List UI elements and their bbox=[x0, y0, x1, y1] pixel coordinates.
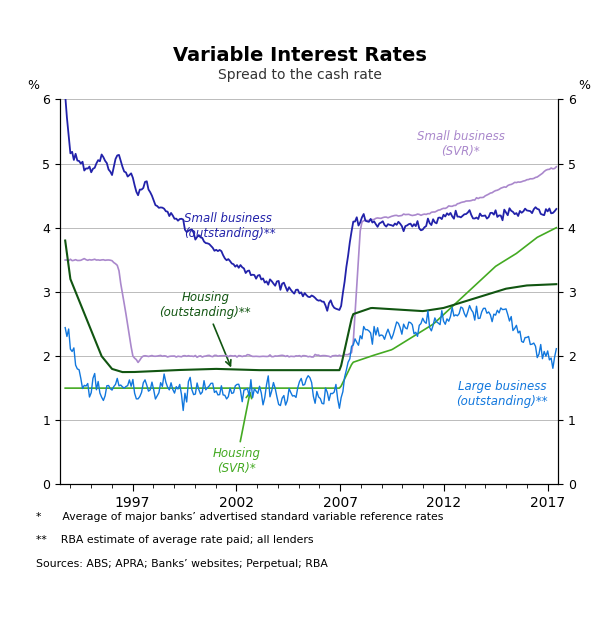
Text: **    RBA estimate of average rate paid; all lenders: ** RBA estimate of average rate paid; al… bbox=[36, 535, 314, 545]
Text: %: % bbox=[28, 79, 40, 92]
Text: Housing
(SVR)*: Housing (SVR)* bbox=[212, 392, 260, 475]
Text: Small business
(SVR)*: Small business (SVR)* bbox=[416, 130, 505, 158]
Text: Variable Interest Rates: Variable Interest Rates bbox=[173, 46, 427, 65]
Text: Large business
(outstanding)**: Large business (outstanding)** bbox=[456, 381, 548, 409]
Text: Sources: ABS; APRA; Banks’ websites; Perpetual; RBA: Sources: ABS; APRA; Banks’ websites; Per… bbox=[36, 559, 328, 569]
Text: Housing
(outstanding)**: Housing (outstanding)** bbox=[160, 291, 251, 366]
Text: *      Average of major banks’ advertised standard variable reference rates: * Average of major banks’ advertised sta… bbox=[36, 512, 443, 522]
Text: Spread to the cash rate: Spread to the cash rate bbox=[218, 68, 382, 82]
Text: %: % bbox=[578, 79, 590, 92]
Text: Small business
(outstanding)**: Small business (outstanding)** bbox=[185, 212, 276, 240]
